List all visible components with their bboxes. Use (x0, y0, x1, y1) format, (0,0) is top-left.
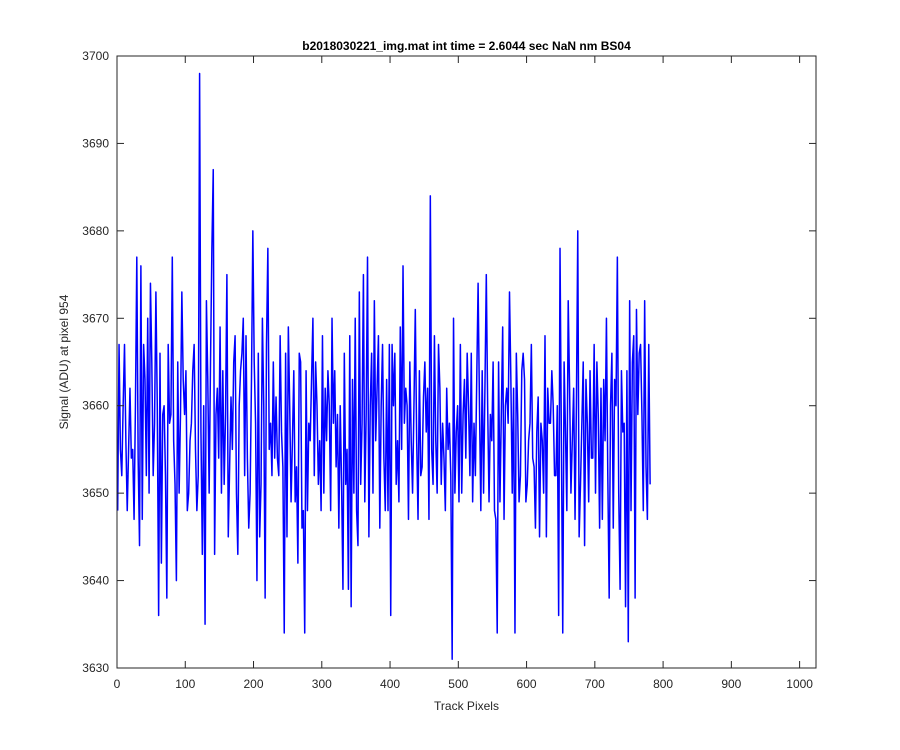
y-tick-label: 3660 (82, 399, 109, 413)
series-line (116, 72, 651, 661)
x-tick-label: 600 (517, 677, 537, 691)
x-tick-label: 1000 (786, 677, 813, 691)
x-ticks: 0 100 200 300 400 500 600 700 800 900 1000 (114, 56, 813, 691)
y-ticks: 3630 3640 3650 3660 3670 3680 3690 3700 (82, 49, 816, 675)
series-group (116, 72, 651, 661)
axes-box (116, 55, 817, 669)
y-axis-label: Signal (ADU) at pixel 954 (57, 294, 71, 429)
y-tick-label: 3680 (82, 224, 109, 238)
x-tick-label: 500 (448, 677, 468, 691)
y-tick-label: 3630 (82, 661, 109, 675)
x-tick-label: 900 (721, 677, 741, 691)
x-tick-label: 700 (585, 677, 605, 691)
y-tick-label: 3700 (82, 49, 109, 63)
x-tick-label: 300 (312, 677, 332, 691)
y-tick-label: 3640 (82, 574, 109, 588)
chart-title: b2018030221_img.mat int time = 2.6044 se… (302, 39, 631, 53)
x-tick-label: 200 (244, 677, 264, 691)
x-axis-label: Track Pixels (434, 699, 499, 713)
y-tick-label: 3670 (82, 311, 109, 325)
y-tick-label: 3650 (82, 486, 109, 500)
y-tick-label: 3690 (82, 136, 109, 150)
x-tick-label: 100 (175, 677, 195, 691)
x-tick-label: 800 (653, 677, 673, 691)
x-tick-label: 400 (380, 677, 400, 691)
x-tick-label: 0 (114, 677, 121, 691)
